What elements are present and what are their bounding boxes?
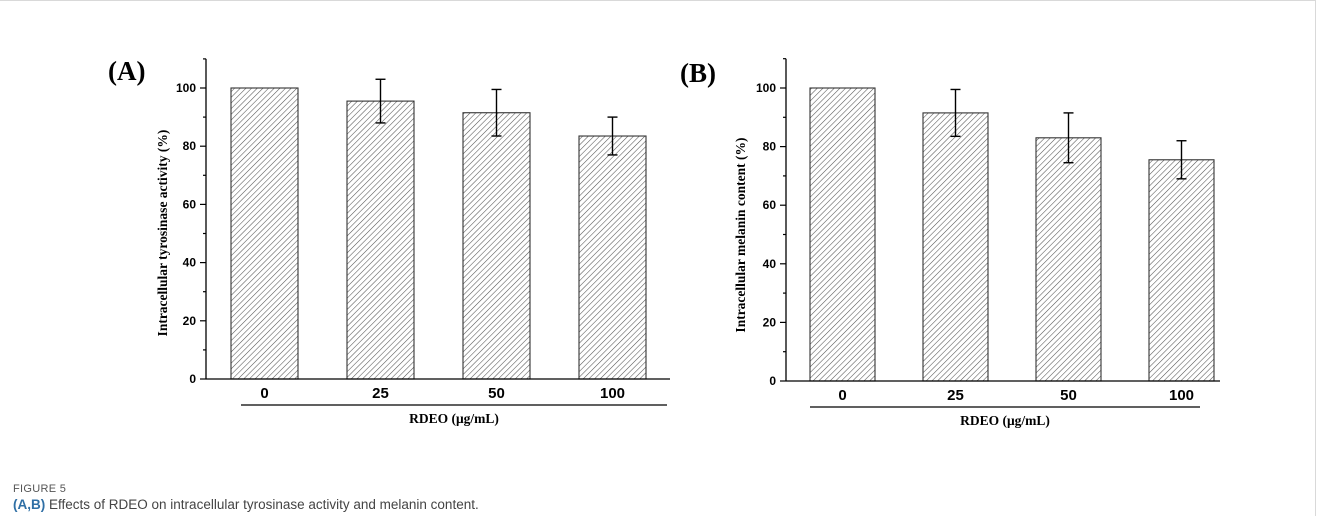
bar-100 <box>1149 160 1214 381</box>
figure-svg: (A) 0 25 50 100 0 20 40 60 80 100 Intracellular tyr… <box>0 0 1317 440</box>
y-tick-label: 80 <box>763 140 777 154</box>
chart-panel-b: (B) 0 25 50 100 0 20 40 60 80 100 Intracellular mel… <box>680 58 1220 428</box>
figure-label: FIGURE 5 <box>13 483 66 495</box>
y-tick-label: 60 <box>183 197 197 211</box>
y-axis-label: Intracellular melanin content (%) <box>733 137 748 332</box>
x-axis-label: RDEO (μg/mL) <box>960 413 1050 428</box>
panel-letter: (B) <box>680 58 716 88</box>
caption-body: Effects of RDEO on intracellular tyrosin… <box>45 497 478 512</box>
y-tick-label: 100 <box>756 81 776 95</box>
bar-50 <box>463 113 530 379</box>
x-tick-label: 50 <box>1060 387 1077 404</box>
x-axis-label: RDEO (μg/mL) <box>409 411 499 426</box>
x-tick-label: 50 <box>488 385 505 402</box>
y-tick-label: 0 <box>769 374 776 388</box>
y-tick-label: 100 <box>176 81 196 95</box>
bar-0 <box>810 88 875 381</box>
bar-100 <box>579 136 646 379</box>
caption-bold-part: (A,B) <box>13 497 45 512</box>
y-tick-label: 40 <box>763 257 777 271</box>
x-tick-label: 0 <box>838 387 846 404</box>
chart-panel-a: (A) 0 25 50 100 0 20 40 60 80 100 Intracellular tyr… <box>108 56 670 426</box>
y-tick-label: 60 <box>763 198 777 212</box>
bar-25 <box>923 113 988 381</box>
y-tick-label: 40 <box>183 256 197 270</box>
x-tick-label: 25 <box>947 387 964 404</box>
x-tick-label: 100 <box>1169 387 1194 404</box>
y-tick-label: 20 <box>183 314 197 328</box>
y-tick-label: 80 <box>183 139 197 153</box>
bar-25 <box>347 101 414 379</box>
x-tick-label: 25 <box>372 385 389 402</box>
bar-50 <box>1036 138 1101 381</box>
y-axis-label: Intracellular tyrosinase activity (%) <box>155 130 170 337</box>
panel-letter: (A) <box>108 56 145 86</box>
figure-caption: (A,B) Effects of RDEO on intracellular t… <box>13 497 479 512</box>
y-tick-label: 0 <box>189 372 196 386</box>
x-tick-label: 0 <box>260 385 268 402</box>
y-tick-label: 20 <box>763 315 777 329</box>
bar-0 <box>231 88 298 379</box>
x-tick-label: 100 <box>600 385 625 402</box>
